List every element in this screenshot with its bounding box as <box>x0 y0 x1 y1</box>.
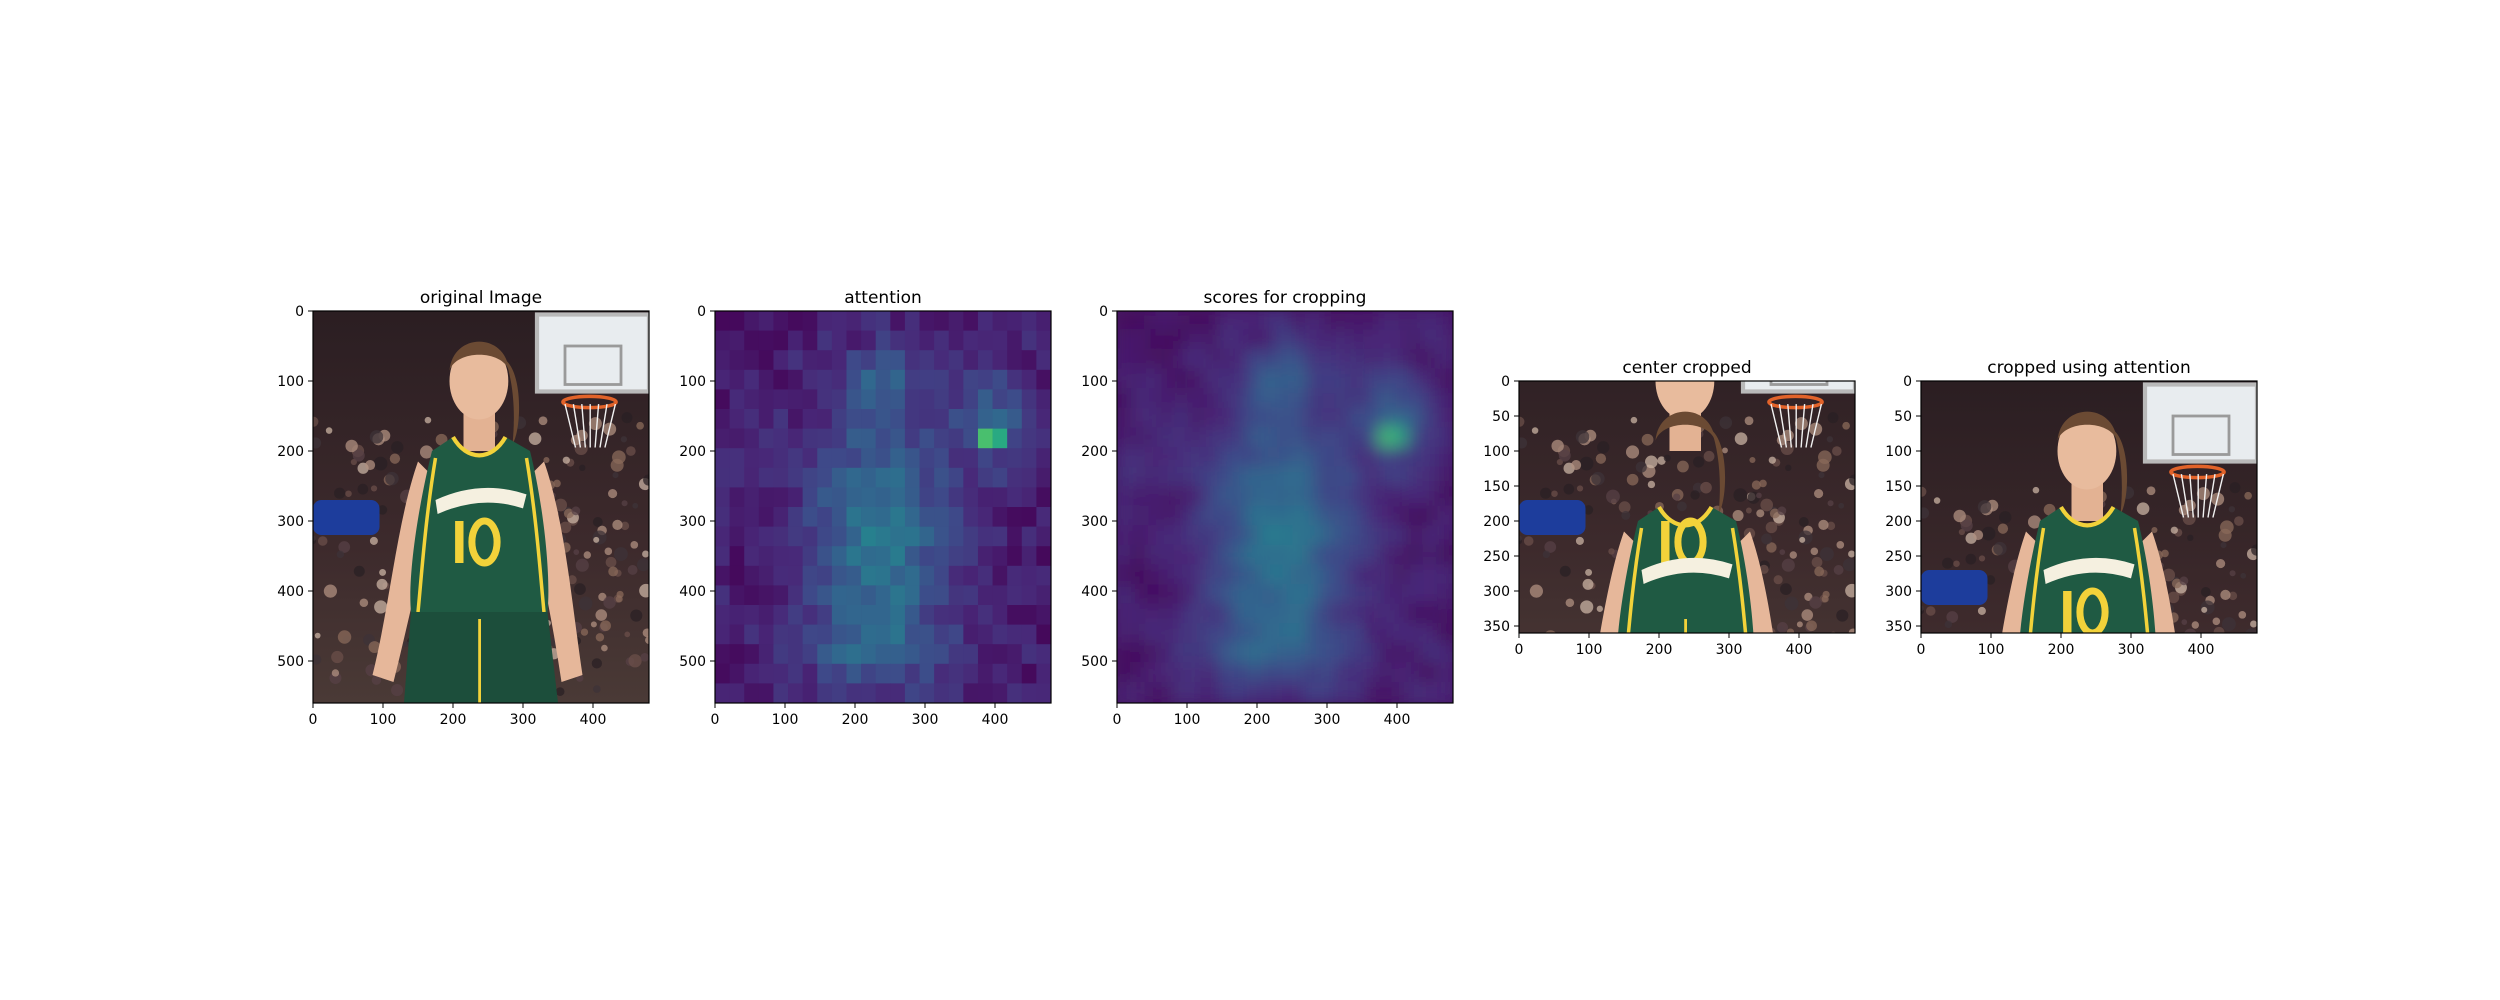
y-tick-label: 100 <box>679 374 706 390</box>
photo-image <box>1519 381 1855 633</box>
x-tick-label: 0 <box>1515 642 1524 658</box>
x-tick-label: 100 <box>772 712 799 728</box>
x-tick-label: 100 <box>370 712 397 728</box>
x-tick-label: 200 <box>1646 642 1673 658</box>
y-tick-label: 50 <box>1894 409 1912 425</box>
y-tick-label: 300 <box>1483 584 1510 600</box>
y-tick-label: 0 <box>1903 374 1912 390</box>
photo-image <box>1921 381 2257 633</box>
x-tick-label: 200 <box>2048 642 2075 658</box>
y-tick-label: 250 <box>1483 549 1510 565</box>
y-tick-label: 400 <box>277 584 304 600</box>
x-tick-label: 400 <box>1384 712 1411 728</box>
panel-1: original Image 0 100 200 300 400 0 100 200 300 400… <box>277 288 650 728</box>
y-tick-label: 300 <box>1885 584 1912 600</box>
x-tick-label: 200 <box>842 712 869 728</box>
x-tick-label: 100 <box>1174 712 1201 728</box>
x-tick-label: 400 <box>982 712 1009 728</box>
y-tick-label: 500 <box>679 654 706 670</box>
y-tick-label: 150 <box>1885 479 1912 495</box>
panel-title: cropped using attention <box>1987 358 2190 378</box>
y-tick-label: 0 <box>295 304 304 320</box>
x-tick-label: 300 <box>1716 642 1743 658</box>
y-tick-label: 300 <box>1081 514 1108 530</box>
panel-title: center cropped <box>1622 358 1751 378</box>
x-tick-label: 200 <box>1244 712 1271 728</box>
panel-3: scores for cropping 0 100 200 300 400 0 100 200 3… <box>1081 288 1454 728</box>
heatmap-image <box>715 311 1051 703</box>
x-tick-label: 300 <box>510 712 537 728</box>
x-tick-label: 0 <box>711 712 720 728</box>
y-tick-label: 400 <box>1081 584 1108 600</box>
panel-5: cropped using attention 0 100 200 300 400 0 50 1… <box>1885 358 2258 658</box>
panel-title: scores for cropping <box>1204 288 1367 308</box>
x-tick-label: 100 <box>1978 642 2005 658</box>
x-tick-label: 300 <box>912 712 939 728</box>
y-tick-label: 250 <box>1885 549 1912 565</box>
y-tick-label: 150 <box>1483 479 1510 495</box>
photo-image <box>313 311 649 703</box>
heatmap-image <box>1117 311 1453 703</box>
axes-frame <box>1518 380 1856 634</box>
y-tick-label: 200 <box>679 444 706 460</box>
y-tick-label: 200 <box>277 444 304 460</box>
y-tick-label: 300 <box>679 514 706 530</box>
y-tick-label: 100 <box>1081 374 1108 390</box>
axes-frame <box>1920 380 2258 634</box>
y-tick-label: 0 <box>1099 304 1108 320</box>
y-tick-label: 200 <box>1885 514 1912 530</box>
y-tick-label: 0 <box>1501 374 1510 390</box>
x-tick-label: 200 <box>440 712 467 728</box>
y-tick-label: 500 <box>277 654 304 670</box>
axes-frame <box>312 310 650 704</box>
panel-title: attention <box>844 288 922 308</box>
panel-title: original Image <box>420 288 542 308</box>
x-tick-label: 0 <box>1113 712 1122 728</box>
y-tick-label: 200 <box>1081 444 1108 460</box>
panel-2: attention 0 100 200 300 400 0 100 200 300 400 500 <box>679 288 1052 728</box>
y-tick-label: 200 <box>1483 514 1510 530</box>
axes-frame <box>714 310 1052 704</box>
y-tick-label: 50 <box>1492 409 1510 425</box>
x-tick-label: 400 <box>580 712 607 728</box>
y-tick-label: 350 <box>1885 619 1912 635</box>
y-tick-label: 300 <box>277 514 304 530</box>
panel-4: center cropped 0 100 200 300 400 0 50 100 150 200 2… <box>1483 358 1856 658</box>
x-tick-label: 400 <box>1786 642 1813 658</box>
x-tick-label: 0 <box>309 712 318 728</box>
y-tick-label: 100 <box>1885 444 1912 460</box>
y-tick-label: 350 <box>1483 619 1510 635</box>
y-tick-label: 500 <box>1081 654 1108 670</box>
y-tick-label: 100 <box>277 374 304 390</box>
x-tick-label: 0 <box>1917 642 1926 658</box>
x-tick-label: 100 <box>1576 642 1603 658</box>
y-tick-label: 100 <box>1483 444 1510 460</box>
x-tick-label: 300 <box>1314 712 1341 728</box>
y-tick-label: 400 <box>679 584 706 600</box>
x-tick-label: 400 <box>2188 642 2215 658</box>
axes-frame <box>1116 310 1454 704</box>
x-tick-label: 300 <box>2118 642 2145 658</box>
y-tick-label: 0 <box>697 304 706 320</box>
